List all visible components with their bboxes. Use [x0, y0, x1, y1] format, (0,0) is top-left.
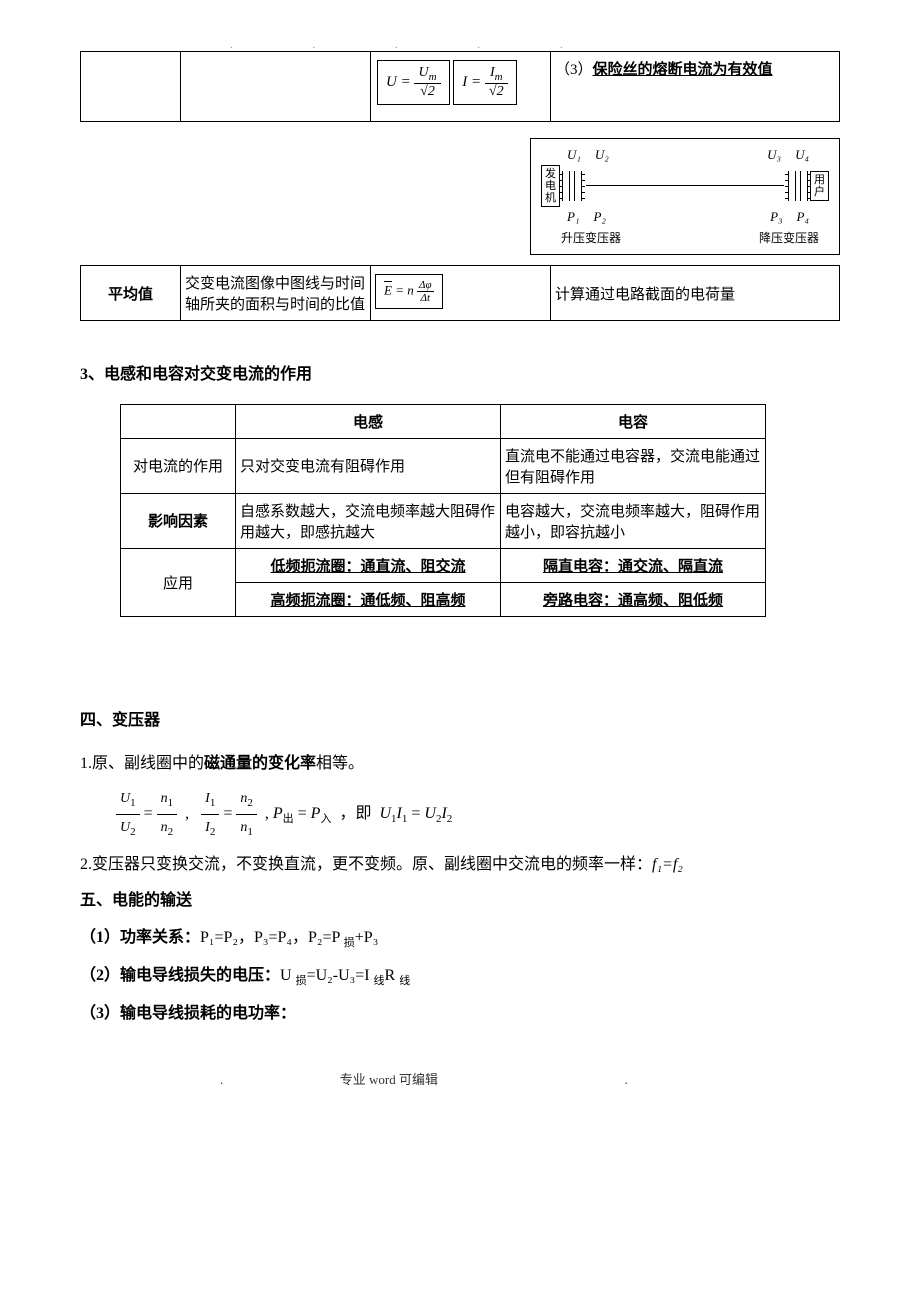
step-down-label: 降压变压器: [759, 229, 819, 246]
section5-heading: 五、电能的输送: [80, 887, 840, 916]
d-u4: U₄: [795, 147, 809, 163]
section4-p2: 2.变压器只变换交流，不变换直流，更不变频。原、副线圈中交流电的频率一样：f₁=…: [80, 851, 840, 880]
d-p1: P₁: [567, 209, 579, 225]
section5-2: （2）输电导线损失的电压：U 损=U₂-U₃=I 线R 线: [80, 962, 840, 992]
wire: [586, 185, 784, 186]
ji: ，即: [339, 805, 371, 822]
d-p2: P₂: [593, 209, 605, 225]
table-formula-fragment: U = Um √2 I = Im √2 （3）保险: [80, 51, 840, 122]
section3-heading: 3、电感和电容对交变电流的作用: [80, 361, 840, 390]
t1b-c4: 计算通过电路截面的电荷量: [551, 266, 840, 321]
s51l: （1）功率关系：: [80, 929, 200, 946]
im-sub: m: [495, 71, 503, 83]
ft: 专业 word 可编辑: [340, 1072, 438, 1087]
section4-p1: 1.原、副线圈中的磁通量的变化率相等。: [80, 750, 840, 779]
table-lc: 电感 电容 对电流的作用 只对交变电流有阻碍作用 直流电不能通过电容器，交流电能…: [120, 404, 766, 617]
fd2: .: [624, 1072, 627, 1087]
s52s3: 线: [399, 975, 410, 987]
d-u1: U₁: [567, 147, 581, 163]
t1-r1-c2: [181, 52, 371, 122]
um-sub: m: [429, 71, 437, 83]
t2-r1-label: 对电流的作用: [121, 438, 236, 493]
um: U: [418, 65, 428, 80]
d-u2: U₂: [595, 147, 609, 163]
t2-r3-r1: 隔直电容：通交流、隔直流: [501, 548, 766, 582]
s51b: P₁=P₂，P₃=P₄，P₂=P: [200, 929, 344, 946]
s52b3: R: [385, 967, 400, 984]
t2-r3-r2: 旁路电容：通高频、阻低频: [501, 582, 766, 616]
t2-r3-label: 应用: [121, 548, 236, 616]
t2-r1-l: 只对交变电流有阻碍作用: [236, 438, 501, 493]
s52b: U: [280, 967, 296, 984]
d-p3: P₃: [770, 209, 782, 225]
s52s1: 损: [296, 975, 307, 987]
user-box: 用 户: [810, 171, 829, 201]
dt: Δt: [417, 292, 434, 304]
coil2: [574, 171, 582, 201]
s4p1c: 相等。: [316, 755, 364, 772]
s52s2: 线: [374, 975, 385, 987]
table-average: 平均值 交变电流图像中图线与时间轴所夹的面积与时间的比值 E = n Δφ Δt…: [80, 265, 840, 321]
i-eq: I: [462, 74, 467, 90]
t2-r3-l2: 高频扼流圈：通低频、阻高频: [236, 582, 501, 616]
footer: . 专业 word 可编辑 .: [80, 1069, 840, 1088]
s4p2: 2.变压器只变换交流，不变换直流，更不变频。原、副线圈中交流电的频率一样：: [80, 856, 652, 873]
gen3: 机: [545, 192, 556, 204]
coil4: [800, 171, 808, 201]
fuse-pre: （3）: [555, 62, 593, 78]
s4p1b: 磁通量的变化率: [204, 755, 316, 772]
step-up-label: 升压变压器: [561, 229, 621, 246]
s4p2f: f₁=f₂: [652, 856, 683, 873]
t2-r2-r: 电容越大，交流电频率越大，阻碍作用越小，即容抗越小: [501, 493, 766, 548]
t1b-c3: E = n Δφ Δt: [371, 266, 551, 321]
formula-line: U1 U2 = n1 n2 , I1 I2 = n2 n1 , P出 = P入 …: [80, 786, 840, 842]
t2-h1: 电感: [236, 404, 501, 438]
t1-r1-c3: U = Um √2 I = Im √2: [371, 52, 551, 122]
sqrt2-1: √2: [414, 84, 440, 100]
t2-r1-r: 直流电不能通过电容器，交流电能通过但有阻碍作用: [501, 438, 766, 493]
gen2: 电: [545, 180, 556, 192]
s51s1: 损: [344, 937, 355, 949]
user1: 用: [814, 174, 825, 186]
t2-r2-label: 影响因素: [121, 493, 236, 548]
d-u3: U₃: [767, 147, 781, 163]
t1-r1-c1: [81, 52, 181, 122]
section5-3: （3）输电导线损耗的电功率：: [80, 1000, 840, 1029]
transformer-diagram: U₁ U₂ U₃ U₄ 发 电 机: [530, 138, 840, 255]
coil1: [562, 171, 570, 201]
section4-heading: 四、变压器: [80, 707, 840, 736]
t1b-c2: 交变电流图像中图线与时间轴所夹的面积与时间的比值: [181, 266, 371, 321]
t2-h2: 电容: [501, 404, 766, 438]
dphi: Δφ: [417, 279, 434, 292]
s4p1a: 1.原、副线圈中的: [80, 755, 204, 772]
gen1: 发: [545, 168, 556, 180]
user2: 户: [814, 186, 825, 198]
sqrt2-2: √2: [485, 84, 508, 100]
s52l: （2）输电导线损失的电压：: [80, 967, 280, 984]
fuse-underline: 保险丝的熔断电流为有效值: [593, 62, 773, 78]
t1b-c1: 平均值: [81, 266, 181, 321]
header-dots: .....: [80, 40, 840, 51]
fd1: .: [220, 1072, 223, 1087]
s51b2: +P₃: [355, 929, 379, 946]
section5-1: （1）功率关系：P₁=P₂，P₃=P₄，P₂=P 损+P₃: [80, 924, 840, 954]
s52b2: =U₂-U₃=I: [307, 967, 374, 984]
generator-box: 发 电 机: [541, 165, 560, 207]
u-eq: U: [386, 74, 397, 90]
coil3: [788, 171, 796, 201]
t2-h0: [121, 404, 236, 438]
t2-r3-l1: 低频扼流圈：通直流、阻交流: [236, 548, 501, 582]
d-p4: P₄: [797, 209, 809, 225]
t1-r1-c4: （3）保险丝的熔断电流为有效值: [551, 52, 840, 122]
t2-r2-l: 自感系数越大，交流电频率越大阻碍作用越大，即感抗越大: [236, 493, 501, 548]
